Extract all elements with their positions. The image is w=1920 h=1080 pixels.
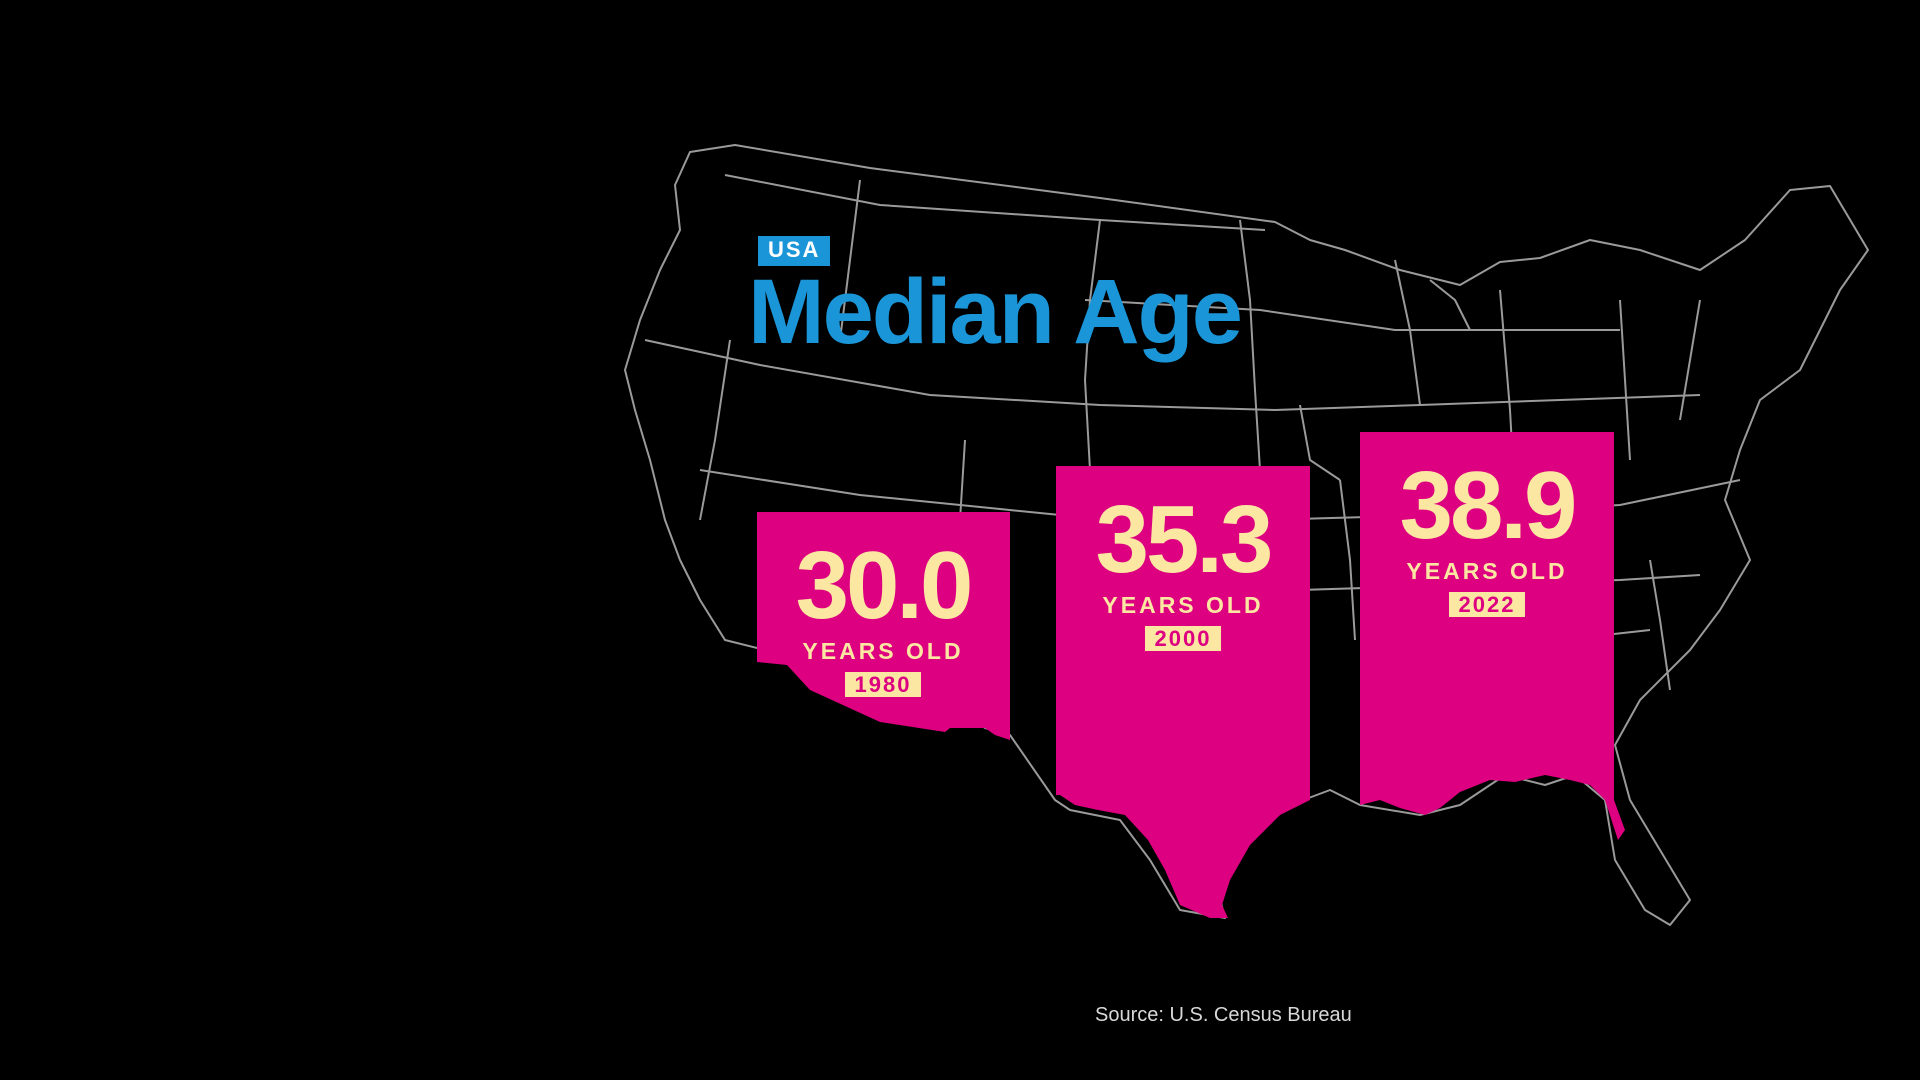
year-badge: 2022 bbox=[1448, 592, 1526, 617]
year-badge: 2000 bbox=[1144, 626, 1222, 651]
unit-label: YEARS OLD bbox=[802, 638, 964, 664]
texas-state-shape bbox=[1056, 466, 1310, 918]
value-block-1980: 30.0 YEARS OLD 1980 bbox=[733, 538, 1033, 697]
arizona-state-shape bbox=[757, 512, 1010, 740]
value-block-2000: 35.3 YEARS OLD 2000 bbox=[1033, 492, 1333, 651]
median-age-value: 38.9 bbox=[1399, 452, 1578, 559]
source-note: Source: U.S. Census Bureau bbox=[1095, 1004, 1352, 1026]
florida-state-shape bbox=[1360, 432, 1625, 840]
unit-label: YEARS OLD bbox=[1406, 558, 1568, 584]
unit-label: YEARS OLD bbox=[1102, 592, 1264, 618]
median-age-value: 30.0 bbox=[795, 532, 974, 639]
chart-title: Median Age bbox=[748, 261, 1243, 363]
country-tag: USA bbox=[758, 236, 831, 266]
median-age-value: 35.3 bbox=[1095, 486, 1274, 593]
year-badge: 1980 bbox=[844, 672, 922, 697]
value-block-2022: 38.9 YEARS OLD 2022 bbox=[1337, 458, 1637, 617]
